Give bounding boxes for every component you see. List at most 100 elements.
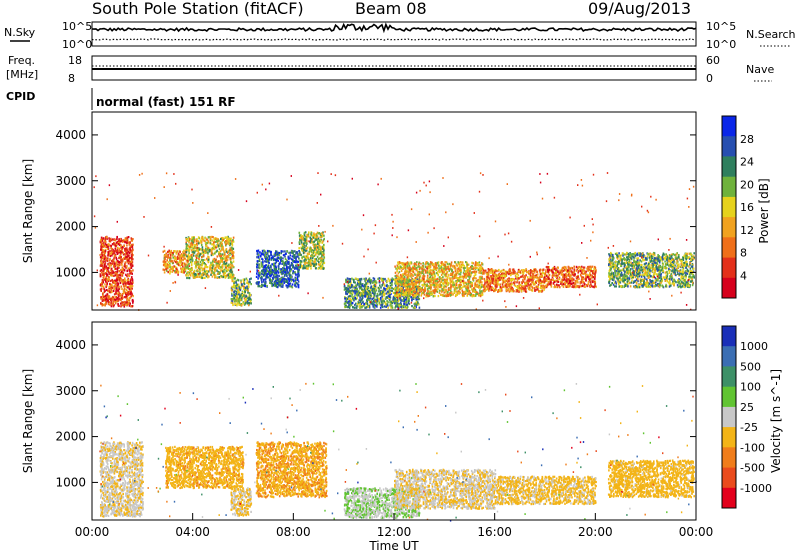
echo-cell xyxy=(127,259,129,262)
echo-cell xyxy=(276,278,278,281)
echo-cell xyxy=(100,287,103,290)
echo-cell xyxy=(120,302,123,305)
echo-cell xyxy=(227,274,229,277)
echo-cell xyxy=(113,279,116,282)
echo-cell xyxy=(121,269,124,273)
echo-cell xyxy=(258,258,261,261)
echo-cell xyxy=(307,265,310,268)
echo-cell xyxy=(458,283,461,287)
echo-cell xyxy=(383,305,386,308)
echo-cell xyxy=(100,240,102,243)
echo-cell xyxy=(106,279,108,282)
echo-cell xyxy=(322,247,324,250)
echo-cell xyxy=(187,274,190,277)
echo-cell xyxy=(412,271,415,274)
echo-cell xyxy=(447,288,450,291)
echo-cell xyxy=(265,267,268,270)
echo-cell xyxy=(188,271,191,275)
echo-cell xyxy=(475,266,477,269)
echo-cell xyxy=(318,263,321,266)
echo-cell xyxy=(409,261,412,264)
echo-cell xyxy=(126,290,129,293)
echo-cell xyxy=(270,272,273,275)
echo-cell xyxy=(299,239,301,242)
echo-cell xyxy=(284,280,286,284)
echo-cell xyxy=(104,298,107,301)
echo-cell xyxy=(129,261,131,265)
echo-cell xyxy=(101,245,103,248)
echo-cell xyxy=(112,280,115,283)
echo-cell xyxy=(210,261,212,264)
echo-cell xyxy=(220,243,223,246)
echo-cell xyxy=(126,249,129,252)
echo-cell xyxy=(383,278,385,281)
echo-cell xyxy=(120,295,122,298)
echo-cell xyxy=(316,235,319,238)
echo-cell xyxy=(104,250,107,253)
echo-cell xyxy=(101,279,104,282)
echo-cell xyxy=(293,254,296,257)
echo-cell xyxy=(286,269,289,272)
echo-cell xyxy=(211,262,214,265)
echo-cell xyxy=(311,254,313,257)
echo-cell xyxy=(129,248,131,251)
echo-cell xyxy=(317,263,320,266)
echo-cell xyxy=(131,258,133,261)
echo-cell xyxy=(187,255,190,258)
echo-cell xyxy=(103,273,105,276)
echo-cell xyxy=(199,254,201,257)
echo-cell xyxy=(420,279,422,282)
echo-cell xyxy=(192,274,194,277)
echo-cell xyxy=(170,267,172,271)
echo-cell xyxy=(310,234,313,237)
echo-cell xyxy=(443,267,445,270)
echo-cell xyxy=(102,276,105,279)
echo-cell xyxy=(311,234,314,237)
echo-cell xyxy=(359,286,362,289)
echo-cell xyxy=(215,245,218,248)
echo-cell xyxy=(174,250,176,253)
echo-cell xyxy=(440,289,443,292)
echo-cell xyxy=(104,248,107,251)
echo-cell xyxy=(450,261,453,264)
echo-cell xyxy=(165,263,167,266)
echo-cell xyxy=(250,298,252,301)
echo-cell xyxy=(231,275,233,278)
echo-cell xyxy=(397,272,400,275)
echo-cell xyxy=(310,257,312,260)
echo-cell xyxy=(114,282,116,285)
echo-cell xyxy=(434,285,436,289)
echo-cell xyxy=(237,289,240,292)
echo-cell xyxy=(212,246,214,249)
echo-cell xyxy=(129,246,131,250)
echo-cell xyxy=(125,286,128,289)
echo-cell xyxy=(261,263,264,266)
echo-cell xyxy=(122,251,124,255)
echo-cell xyxy=(107,299,109,302)
echo-cell xyxy=(118,291,120,294)
echo-cell xyxy=(233,285,235,288)
echo-cell xyxy=(476,283,479,286)
echo-cell xyxy=(201,237,204,240)
echo-cell xyxy=(99,256,102,259)
echo-cell xyxy=(229,268,232,271)
freq-unit: [MHz] xyxy=(6,68,38,81)
echo-cell xyxy=(403,300,405,303)
echo-cell xyxy=(188,247,191,251)
echo-cell xyxy=(103,252,106,255)
echo-cell xyxy=(287,271,290,274)
echo-cell xyxy=(277,280,280,283)
echo-cell xyxy=(105,267,108,270)
echo-cell xyxy=(355,306,358,309)
echo-cell xyxy=(264,260,266,263)
echo-cell xyxy=(401,286,403,290)
echo-cell xyxy=(169,258,171,261)
echo-cell xyxy=(296,255,298,258)
echo-cell xyxy=(213,241,216,244)
echo-cell xyxy=(115,279,118,282)
echo-cell xyxy=(232,240,235,243)
echo-cell xyxy=(171,260,173,263)
echo-cell xyxy=(118,279,121,282)
echo-cell xyxy=(110,237,112,240)
echo-cell xyxy=(113,293,116,296)
